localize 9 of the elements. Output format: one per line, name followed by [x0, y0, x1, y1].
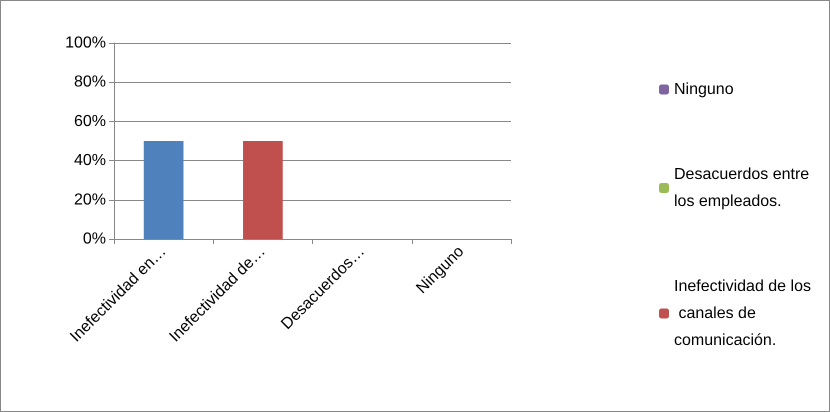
y-tick-label: 20% [74, 191, 106, 208]
y-tick-label: 100% [65, 34, 106, 52]
y-tick-label: 0% [82, 230, 106, 248]
y-tick-label: 80% [74, 74, 106, 91]
y-tick-label: 60% [74, 112, 106, 130]
legend-label: Desacuerdos entre los empleados. [674, 166, 814, 210]
legend-label: Ninguno [674, 81, 734, 98]
y-tick-label: 40% [74, 152, 106, 170]
legend-label: Inefectividad de los canales de comunicación. [674, 278, 811, 349]
